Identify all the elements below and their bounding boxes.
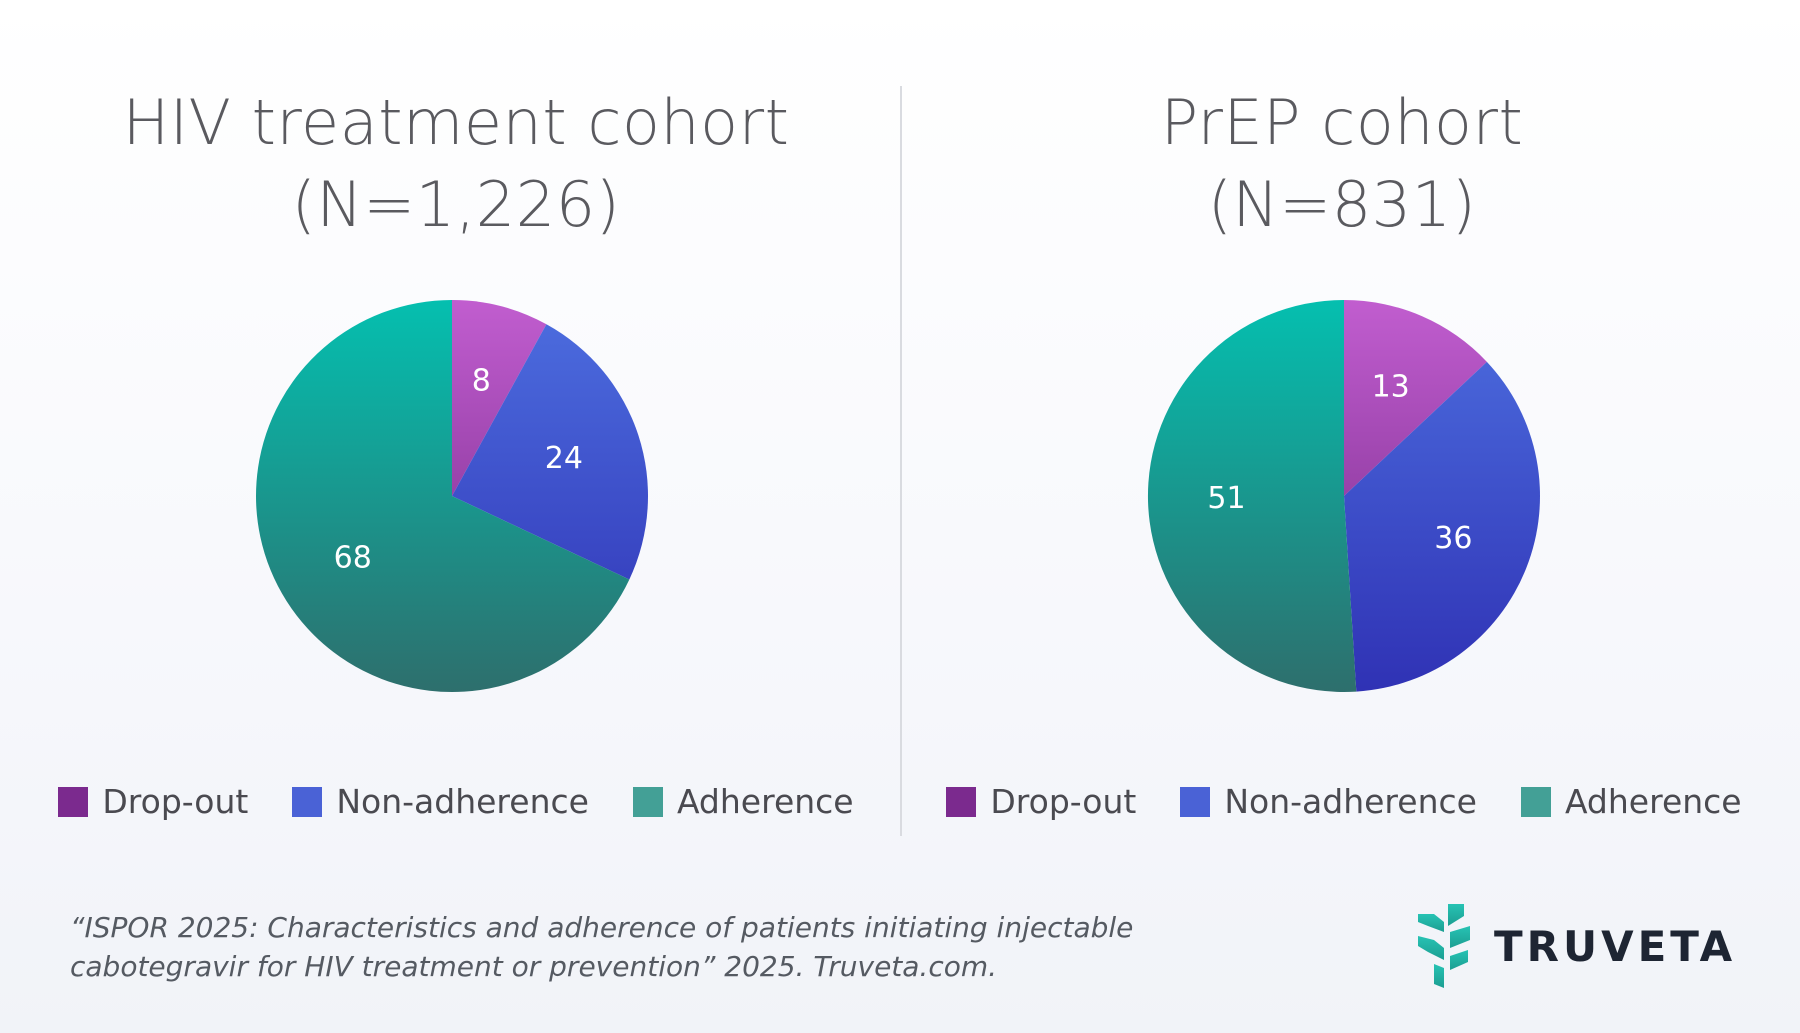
legend-item-dropout: Drop-out [946, 782, 1136, 821]
legend-item-adherence: Adherence [632, 782, 854, 821]
pie-slice-label-adherence: 68 [334, 541, 372, 576]
pie-slice-nonadherence [452, 324, 649, 580]
pie-slice-label-dropout: 13 [1372, 370, 1410, 405]
legend: Drop-out Non-adherence Adherence [0, 782, 912, 821]
pie-slice-adherence [256, 300, 630, 692]
pie-slice-label-dropout: 8 [472, 364, 491, 399]
legend-swatch-nonadherence [292, 786, 323, 817]
pie-slice-nonadherence [1344, 361, 1540, 692]
legend: Drop-out Non-adherence Adherence [888, 782, 1800, 821]
legend-label: Non-adherence [336, 782, 589, 821]
citation-line: cabotegravir for HIV treatment or preven… [70, 950, 998, 983]
citation-line: “ISPOR 2025: Characteristics and adheren… [70, 911, 1134, 944]
pie-slice-dropout [452, 300, 547, 496]
legend-label: Drop-out [102, 782, 249, 821]
chart-title-text: HIV treatment cohort [122, 86, 790, 159]
legend-swatch-dropout [58, 786, 89, 817]
legend-swatch-adherence [632, 786, 663, 817]
legend-label: Adherence [1564, 782, 1742, 821]
legend-swatch-nonadherence [1180, 786, 1211, 817]
citation: “ISPOR 2025: Characteristics and adheren… [70, 908, 1170, 986]
chart-subtitle: (N=1,226) [291, 168, 621, 241]
legend-swatch-dropout [946, 786, 977, 817]
pie-slice-label-adherence: 51 [1207, 481, 1245, 516]
legend-swatch-adherence [1520, 786, 1551, 817]
truveta-logo: TRUVETA [1414, 902, 1736, 990]
chart-title: HIV treatment cohort (N=1,226) [0, 82, 912, 246]
chart-title-text: PrEP cohort [1160, 86, 1524, 159]
truveta-leaf-icon [1418, 904, 1470, 988]
legend-item-nonadherence: Non-adherence [292, 782, 589, 821]
pie-slice-dropout [1344, 300, 1487, 496]
legend-label: Adherence [676, 782, 854, 821]
legend-label: Non-adherence [1224, 782, 1477, 821]
legend-item-dropout: Drop-out [58, 782, 248, 821]
panel-divider [900, 86, 902, 836]
hiv-treatment-pie-chart: 8 24 68 [256, 300, 649, 692]
chart-subtitle: (N=831) [1207, 168, 1477, 241]
legend-item-adherence: Adherence [1520, 782, 1742, 821]
legend-label: Drop-out [990, 782, 1137, 821]
pie-slice-label-nonadherence: 36 [1434, 521, 1472, 556]
legend-item-nonadherence: Non-adherence [1180, 782, 1477, 821]
chart-title: PrEP cohort (N=831) [886, 82, 1798, 246]
pie-slice-label-nonadherence: 24 [545, 441, 583, 476]
pie-slice-adherence [1147, 300, 1357, 692]
prep-panel: PrEP cohort (N=831) 13 36 51 Drop-out Non-… [900, 0, 1800, 860]
logo-wordmark: TRUVETA [1494, 921, 1737, 971]
prep-pie-chart: 13 36 51 [1147, 300, 1540, 692]
hiv-treatment-panel: HIV treatment cohort (N=1,226) 8 24 68 Dro… [0, 0, 900, 860]
